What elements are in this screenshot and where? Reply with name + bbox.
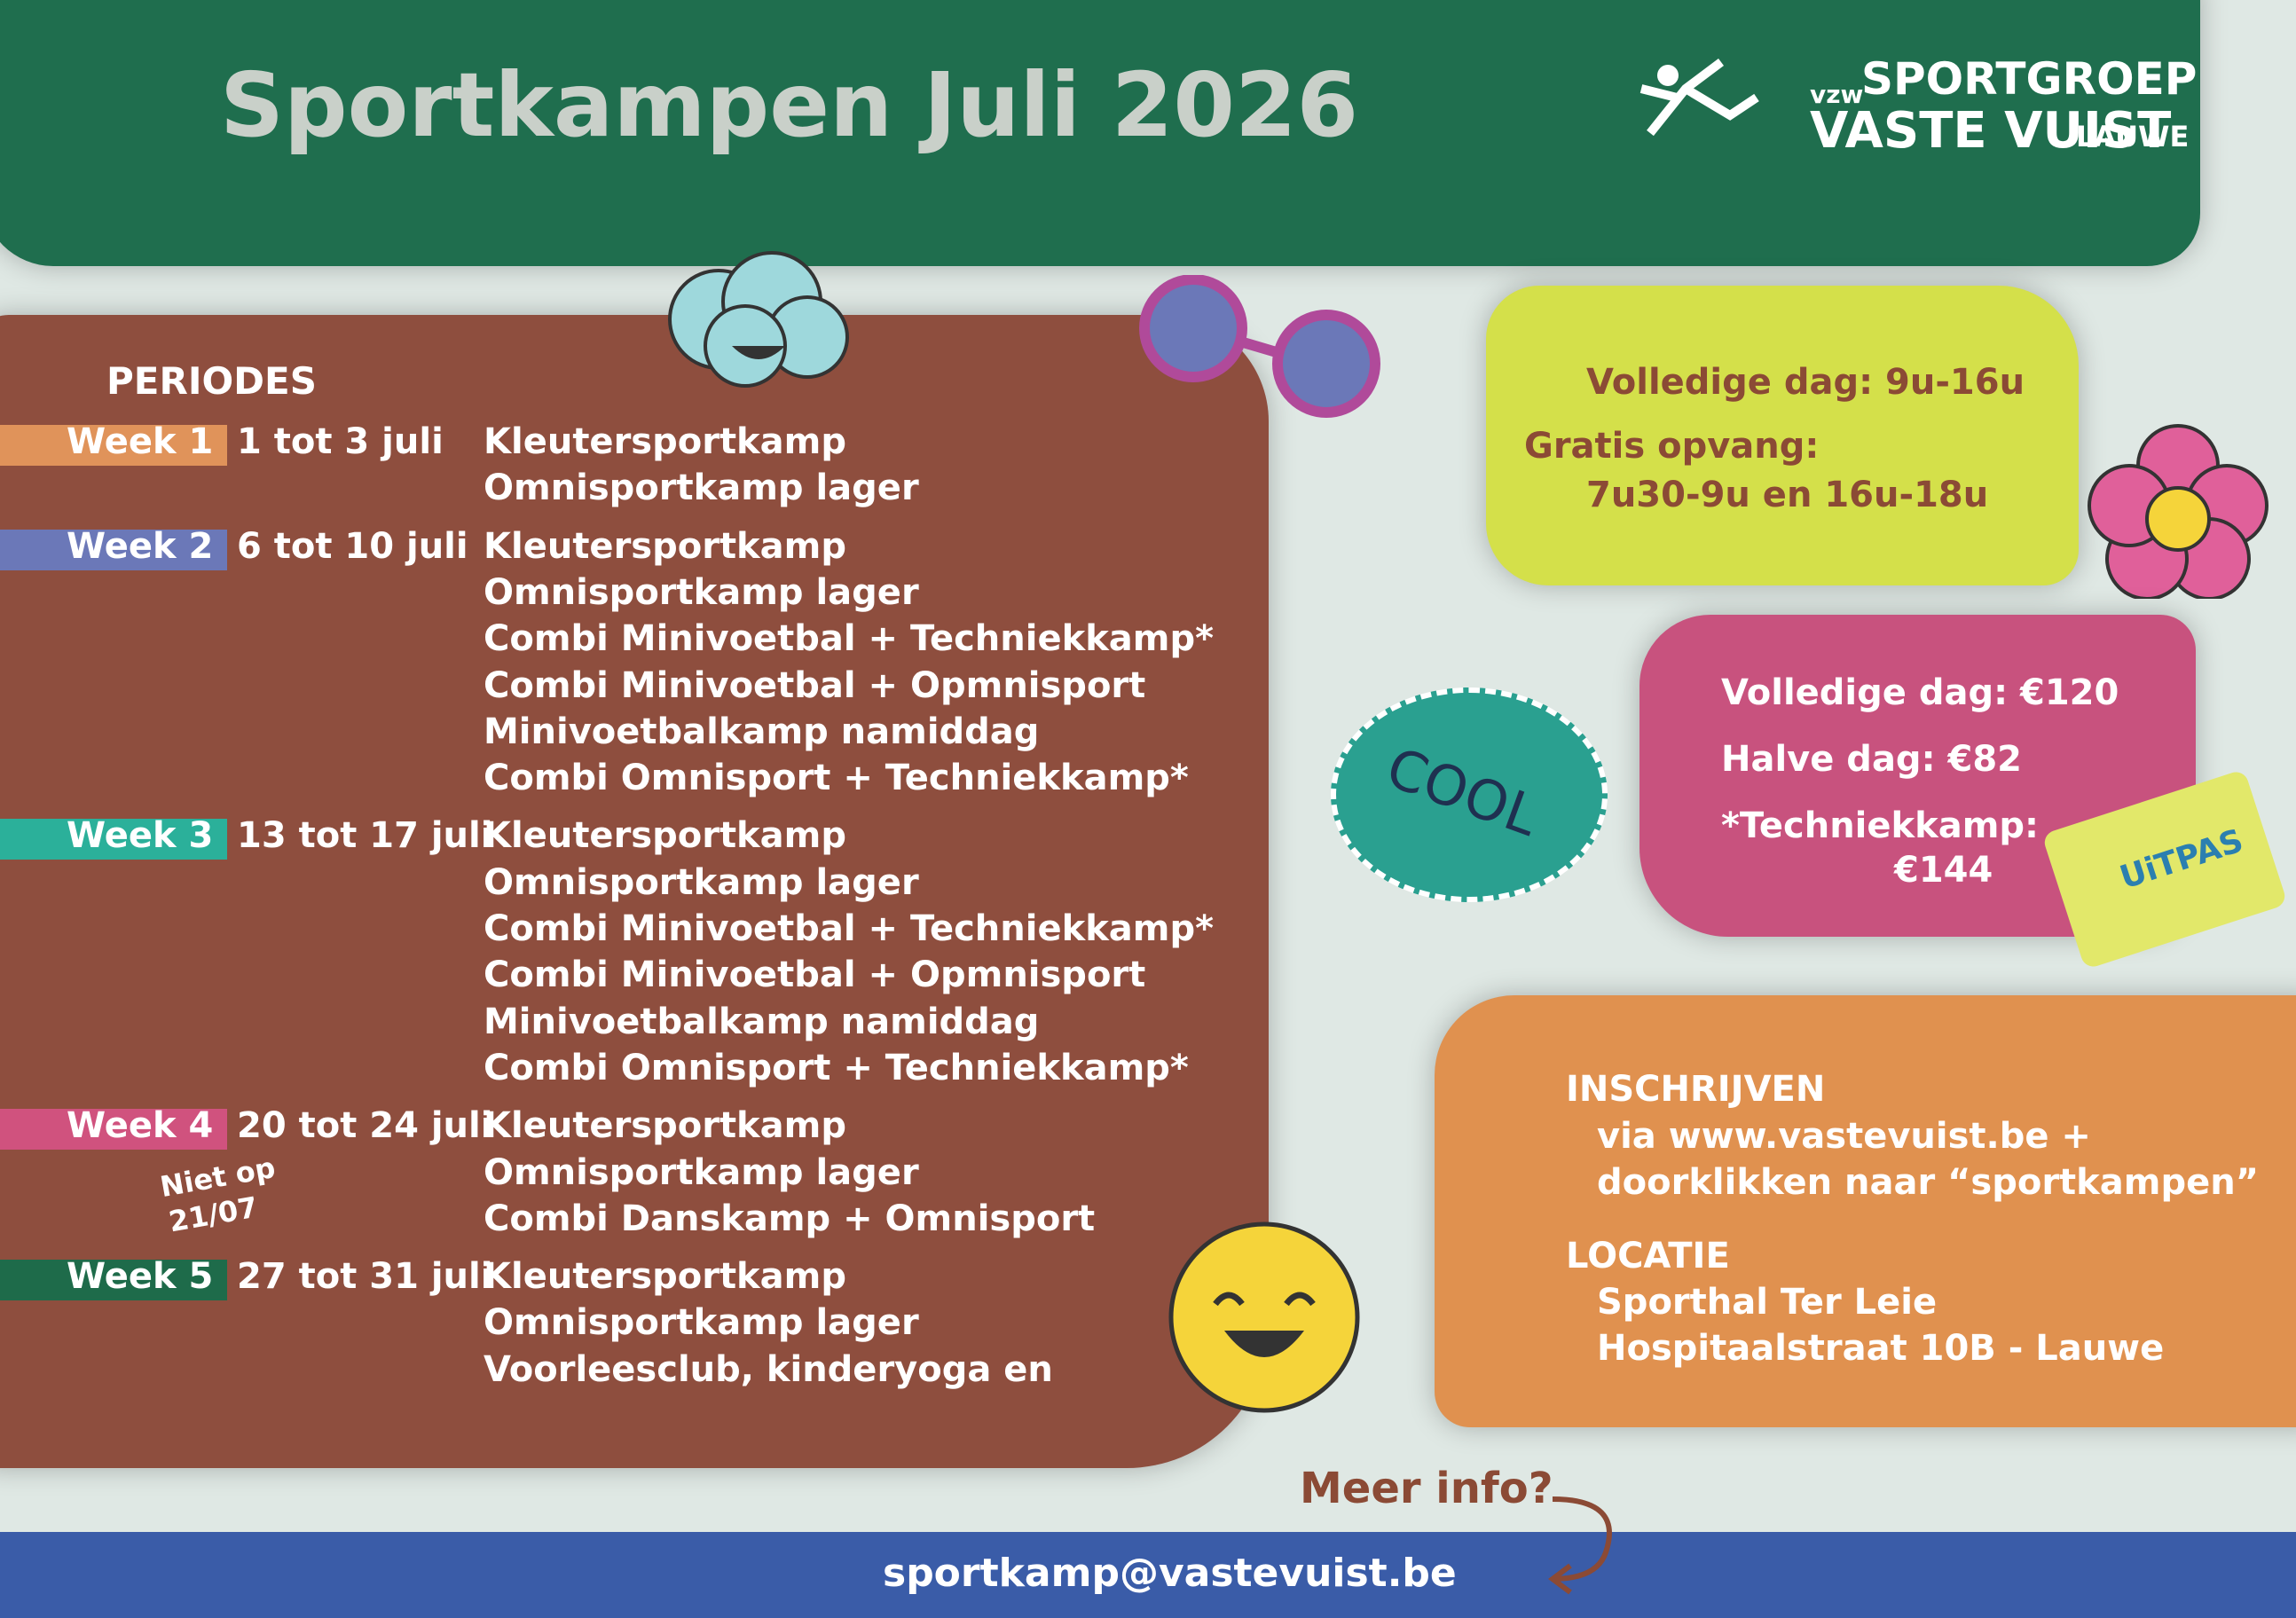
logo-line2: VASTE VUIST xyxy=(1810,102,2172,160)
price-line: Halve dag: €82 xyxy=(1721,739,2022,780)
week-label: Week 3 xyxy=(67,815,214,857)
title: Sportkampen Juli 2026 xyxy=(220,53,1359,157)
camp: Omnisportkamp lager xyxy=(484,467,919,509)
week-dates: 20 tot 24 juli xyxy=(237,1105,493,1147)
hours-line: Volledige dag: 9u-16u xyxy=(1586,362,2025,403)
cloud-sticker xyxy=(668,251,849,388)
week-label: Week 2 xyxy=(67,525,214,567)
hours-line: Gratis opvang: xyxy=(1524,426,1820,467)
flower-sticker xyxy=(2088,424,2268,599)
glasses-sticker xyxy=(1139,275,1380,418)
price-line: *Techniekkamp: xyxy=(1721,805,2040,846)
periods-heading: PERIODES xyxy=(106,359,317,403)
cool-text: COOL xyxy=(1378,734,1547,849)
footer-email: sportkamp@vastevuist.be xyxy=(883,1551,1457,1596)
week-tab xyxy=(0,425,227,466)
price-line: Volledige dag: €120 xyxy=(1721,672,2119,713)
uitpas-text: UiTPAS xyxy=(2115,822,2248,897)
more-info: Meer info? xyxy=(1300,1464,1553,1513)
week-dates: 13 tot 17 juli xyxy=(237,815,493,857)
logo-line1: SPORTGROEP xyxy=(1861,53,2198,105)
camp: Combi Omnisport + Techniekkamp* xyxy=(484,758,1189,799)
week-tab xyxy=(0,529,227,570)
logo-prefix: vzw xyxy=(1810,80,1864,109)
camp: Omnisportkamp lager xyxy=(484,1151,919,1193)
week-label: Week 5 xyxy=(67,1256,214,1298)
week-label: Week 4 xyxy=(67,1105,214,1147)
camp: Kleutersportkamp xyxy=(484,815,846,857)
week-dates: 27 tot 31 juli xyxy=(237,1256,493,1298)
camp: Kleutersportkamp xyxy=(484,525,846,567)
hours-panel xyxy=(1486,286,2079,585)
footer-bar xyxy=(0,1532,2296,1618)
week-label: Week 1 xyxy=(67,421,214,462)
camp: Kleutersportkamp xyxy=(484,421,846,462)
camp: Minivoetbalkamp namiddag xyxy=(484,1001,1040,1042)
week-dates: 1 tot 3 juli xyxy=(237,421,444,462)
logo-icon xyxy=(1639,59,1759,137)
camp: Kleutersportkamp xyxy=(484,1256,846,1298)
camp: Omnisportkamp lager xyxy=(484,861,919,903)
camp: Minivoetbalkamp namiddag xyxy=(484,711,1040,752)
camp: Combi Omnisport + Techniekkamp* xyxy=(484,1047,1189,1088)
registration-heading: INSCHRIJVEN xyxy=(1566,1069,1826,1110)
camp: Combi Minivoetbal + Opmnisport xyxy=(484,664,1146,706)
location-line: Sporthal Ter Leie xyxy=(1597,1282,1938,1323)
location-heading: LOCATIE xyxy=(1566,1236,1730,1276)
camp: Voorleesclub, kinderyoga en xyxy=(484,1348,1053,1390)
camp: Combi Danskamp + Omnisport xyxy=(484,1198,1096,1239)
week-tab xyxy=(0,1109,227,1151)
week-tab xyxy=(0,819,227,860)
registration-line: via www.vastevuist.be + xyxy=(1597,1116,2091,1157)
registration-panel xyxy=(1435,995,2296,1427)
week-dates: 6 tot 10 juli xyxy=(237,525,468,567)
smiley-sticker xyxy=(1168,1221,1360,1413)
price-line: €144 xyxy=(1894,850,1993,891)
header-band xyxy=(0,0,2200,266)
camp: Combi Minivoetbal + Techniekkamp* xyxy=(484,908,1215,949)
arrow xyxy=(1548,1496,1612,1595)
camp: Omnisportkamp lager xyxy=(484,571,919,613)
camp: Combi Minivoetbal + Opmnisport xyxy=(484,954,1146,996)
camp: Kleutersportkamp xyxy=(484,1105,846,1147)
location-line: Hospitaalstraat 10B - Lauwe xyxy=(1597,1328,2165,1369)
cool-sticker: COOL xyxy=(1331,687,1608,902)
registration-line: doorklikken naar “sportkampen” xyxy=(1597,1162,2259,1203)
hours-line: 7u30-9u en 16u-18u xyxy=(1586,475,1989,515)
camp: Omnisportkamp lager xyxy=(484,1302,919,1344)
logo-place: LAUWE xyxy=(2076,120,2190,153)
camp: Combi Minivoetbal + Techniekkamp* xyxy=(484,618,1215,660)
week-tab xyxy=(0,1260,227,1301)
